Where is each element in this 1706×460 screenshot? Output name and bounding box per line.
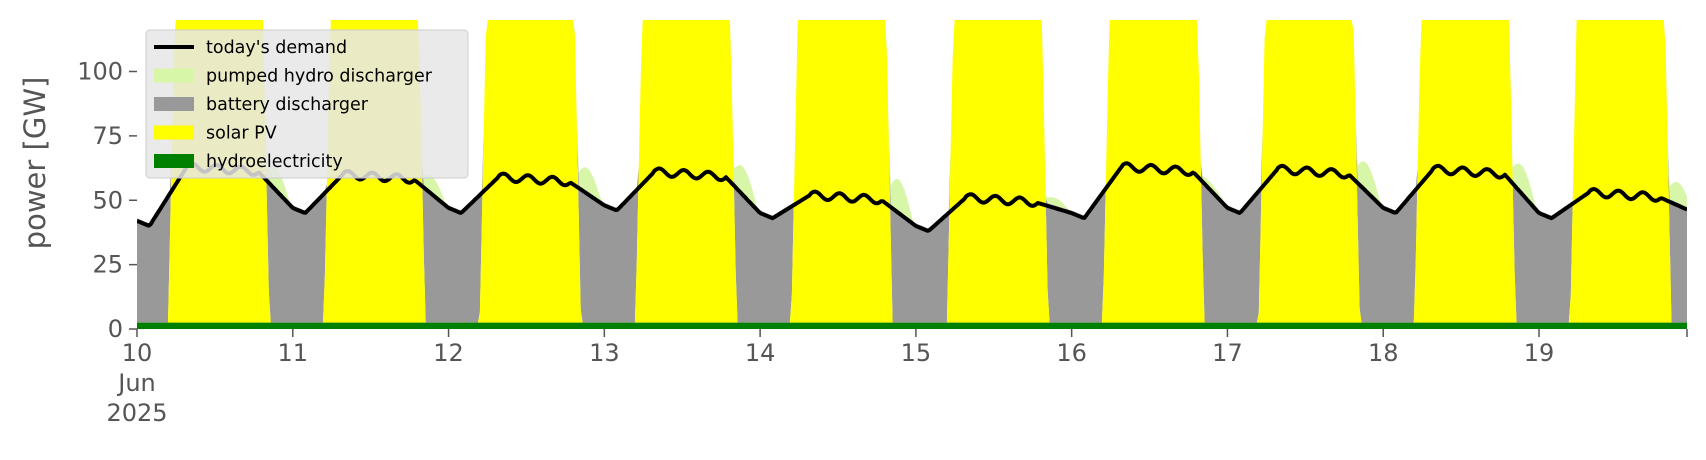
y-tick-label-100: 100 bbox=[77, 58, 123, 86]
y-tick-label-25: 25 bbox=[92, 251, 123, 279]
legend-swatch-3 bbox=[154, 125, 194, 140]
x-tick-label-10-1: Jun bbox=[116, 369, 156, 397]
hydro-area bbox=[137, 322, 1687, 329]
legend-label-1: pumped hydro discharger bbox=[206, 67, 433, 87]
x-tick-label-18-0: 18 bbox=[1368, 339, 1399, 367]
x-tick-label-10-2: 2025 bbox=[106, 399, 167, 427]
x-tick-label-15-0: 15 bbox=[901, 339, 932, 367]
plot-area bbox=[137, 20, 1687, 329]
x-tick-label-16-0: 16 bbox=[1056, 339, 1087, 367]
legend-label-4: hydroelectricity bbox=[206, 152, 343, 172]
legend-box bbox=[145, 29, 469, 179]
legend-swatch-4 bbox=[154, 154, 194, 168]
legend: today's demand pumped hydro discharger bat… bbox=[145, 29, 469, 179]
x-tick-label-13-0: 13 bbox=[589, 339, 620, 367]
battery-area bbox=[137, 20, 1687, 323]
y-axis-label: power [GW] bbox=[18, 77, 52, 250]
x-tick-label-10-0: 10 bbox=[122, 339, 153, 367]
x-tick-label-17-0: 17 bbox=[1212, 339, 1243, 367]
x-tick-label-12-0: 12 bbox=[433, 339, 464, 367]
legend-swatch-1 bbox=[154, 68, 194, 83]
x-tick-label-11-0: 11 bbox=[278, 339, 309, 367]
y-tick-label-75: 75 bbox=[92, 122, 123, 150]
legend-label-3: solar PV bbox=[206, 124, 277, 144]
legend-label-2: battery discharger bbox=[206, 95, 369, 115]
solar-area bbox=[137, 20, 1687, 323]
legend-label-0: today's demand bbox=[206, 38, 347, 58]
x-tick-label-14-0: 14 bbox=[745, 339, 776, 367]
y-tick-label-50: 50 bbox=[92, 186, 123, 214]
y-tick-label-0: 0 bbox=[108, 315, 123, 343]
legend-swatch-2 bbox=[154, 97, 194, 111]
x-tick-label-19-0: 19 bbox=[1524, 339, 1555, 367]
